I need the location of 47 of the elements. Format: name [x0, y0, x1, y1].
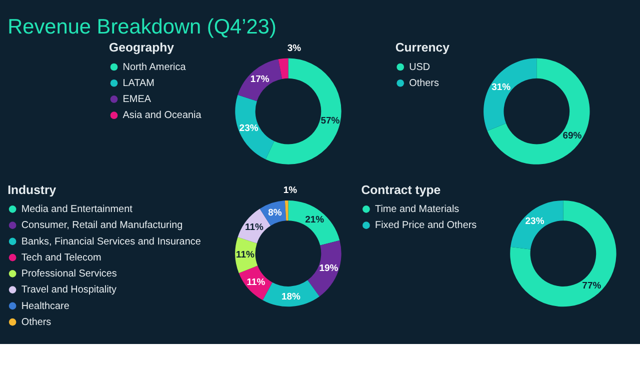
- legend-title: Industry: [8, 182, 56, 197]
- legend-label: Consumer, Retail and Manufacturing: [21, 220, 183, 232]
- data-label: 23%: [239, 123, 259, 134]
- legend-title: Currency: [395, 40, 450, 55]
- legend-label: Others: [409, 78, 439, 89]
- donut-slice: [278, 58, 288, 79]
- data-label: 19%: [319, 262, 339, 274]
- legend-label: Asia and Oceania: [122, 110, 202, 122]
- data-label: 3%: [287, 42, 302, 54]
- data-label: 17%: [250, 74, 270, 85]
- donut-slice: [235, 94, 274, 160]
- legend-label: North America: [122, 62, 186, 73]
- donut-slice: [510, 200, 616, 307]
- legend-label: EMEA: [122, 94, 152, 106]
- legend-label: Fixed Price and Others: [374, 220, 477, 232]
- donut-slice: [510, 200, 564, 250]
- chart-title: Revenue Breakdown (Q4’23): [8, 16, 276, 39]
- legend-label: LATAM: [122, 78, 154, 89]
- legend-label: Time and Materials: [374, 204, 460, 216]
- donut-slice: [284, 200, 288, 221]
- data-label: 11%: [236, 250, 256, 261]
- legend-label: Travel and Hospitality: [21, 284, 117, 296]
- legend-label: Tech and Telecom: [21, 252, 102, 264]
- legend-label: Others: [21, 316, 52, 328]
- data-label: 69%: [562, 130, 582, 142]
- data-label: 21%: [305, 214, 325, 226]
- legend-title: Geography: [109, 40, 174, 55]
- data-label: 77%: [582, 280, 602, 292]
- data-label: 11%: [246, 276, 266, 288]
- data-label: 57%: [320, 116, 340, 127]
- legend-label: Professional Services: [21, 268, 117, 280]
- data-label: 8%: [268, 207, 282, 218]
- legend-label: Media and Entertainment: [21, 204, 133, 216]
- legend-label: Banks, Financial Services and Insurance: [21, 236, 202, 248]
- donut-slice: [484, 58, 537, 131]
- data-label: 31%: [492, 82, 512, 93]
- donut-slice: [238, 59, 282, 102]
- legend-label: USD: [409, 62, 430, 73]
- data-label: 11%: [245, 222, 264, 234]
- legend-title: Contract type: [361, 182, 441, 197]
- donut-slice: [308, 240, 342, 296]
- data-label: 23%: [525, 216, 545, 228]
- data-label: 18%: [281, 291, 301, 302]
- legend-label: Healthcare: [21, 300, 70, 312]
- donut-slice: [487, 58, 590, 164]
- donut-slice: [288, 200, 340, 246]
- data-label: 1%: [283, 184, 298, 196]
